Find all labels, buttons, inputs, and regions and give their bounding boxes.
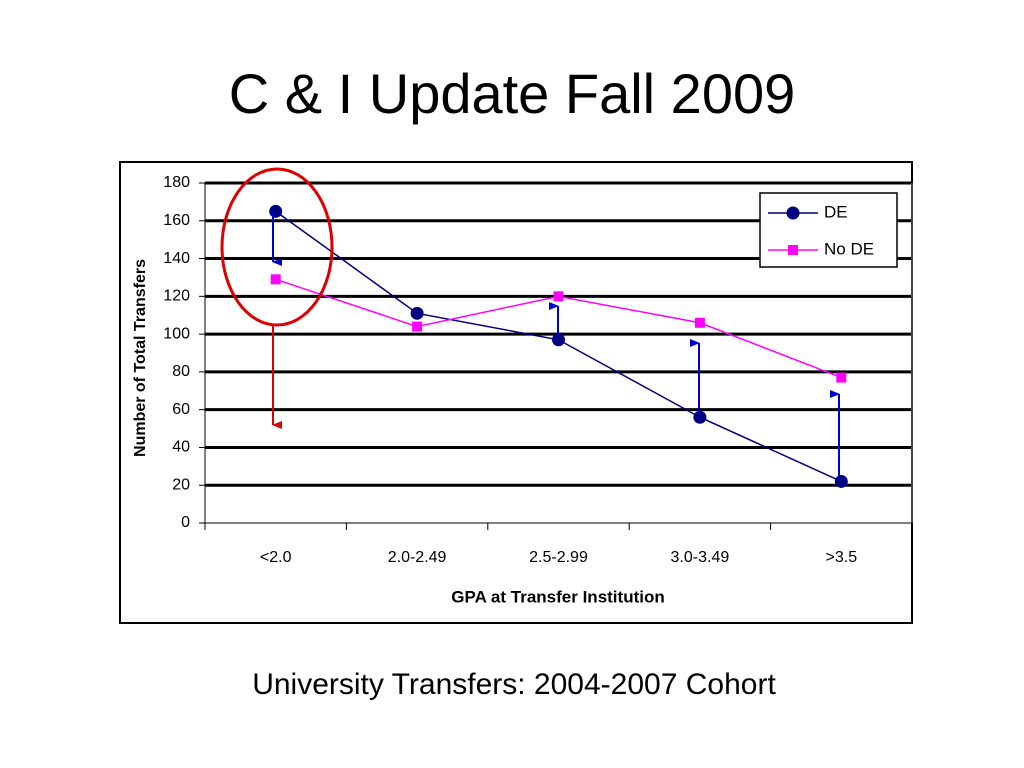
x-tick-label: 3.0-3.49	[671, 549, 730, 566]
y-tick-label: 80	[172, 363, 190, 380]
point	[270, 274, 281, 285]
point	[552, 333, 565, 347]
point	[693, 410, 707, 424]
y-tick-label: 100	[163, 325, 190, 342]
x-axis-title: GPA at Transfer Institution	[451, 587, 664, 606]
point	[836, 372, 847, 383]
annotations	[220, 167, 840, 479]
point	[786, 206, 800, 220]
point	[553, 291, 564, 302]
y-tick-label: 20	[172, 476, 190, 493]
legend-box	[759, 192, 898, 268]
slide-subtitle: University Transfers: 2004-2007 Cohort	[252, 668, 776, 701]
point	[694, 317, 705, 328]
legend-label: No DE	[824, 239, 874, 258]
y-tick-label: 60	[172, 401, 190, 418]
point	[412, 321, 423, 332]
legend-label: DE	[824, 202, 848, 221]
slide-title: C & I Update Fall 2009	[229, 62, 796, 125]
y-tick-label: 0	[181, 514, 190, 531]
x-tick-label: >3.5	[826, 549, 858, 566]
point	[788, 245, 798, 255]
highlight-circle	[220, 167, 334, 327]
y-axis-title: Number of Total Transfers	[132, 259, 149, 457]
x-tick-label: 2.0-2.49	[388, 549, 447, 566]
y-tick-label: 120	[163, 288, 190, 305]
y-tick-label: 40	[172, 439, 190, 456]
x-tick-label: <2.0	[260, 549, 292, 566]
legend: DE No DE	[759, 192, 898, 268]
y-tick-label: 160	[163, 212, 190, 229]
point	[410, 306, 424, 320]
point	[834, 474, 848, 488]
plot-area: 0 20 40 60 80 100 120 140 160 180 <2.0 2.0-2.49 2.5-…	[163, 174, 913, 566]
y-tick-label: 180	[163, 174, 190, 191]
x-tick-label: 2.5-2.99	[529, 549, 588, 566]
point	[269, 204, 283, 218]
y-tick-label: 140	[163, 250, 190, 267]
